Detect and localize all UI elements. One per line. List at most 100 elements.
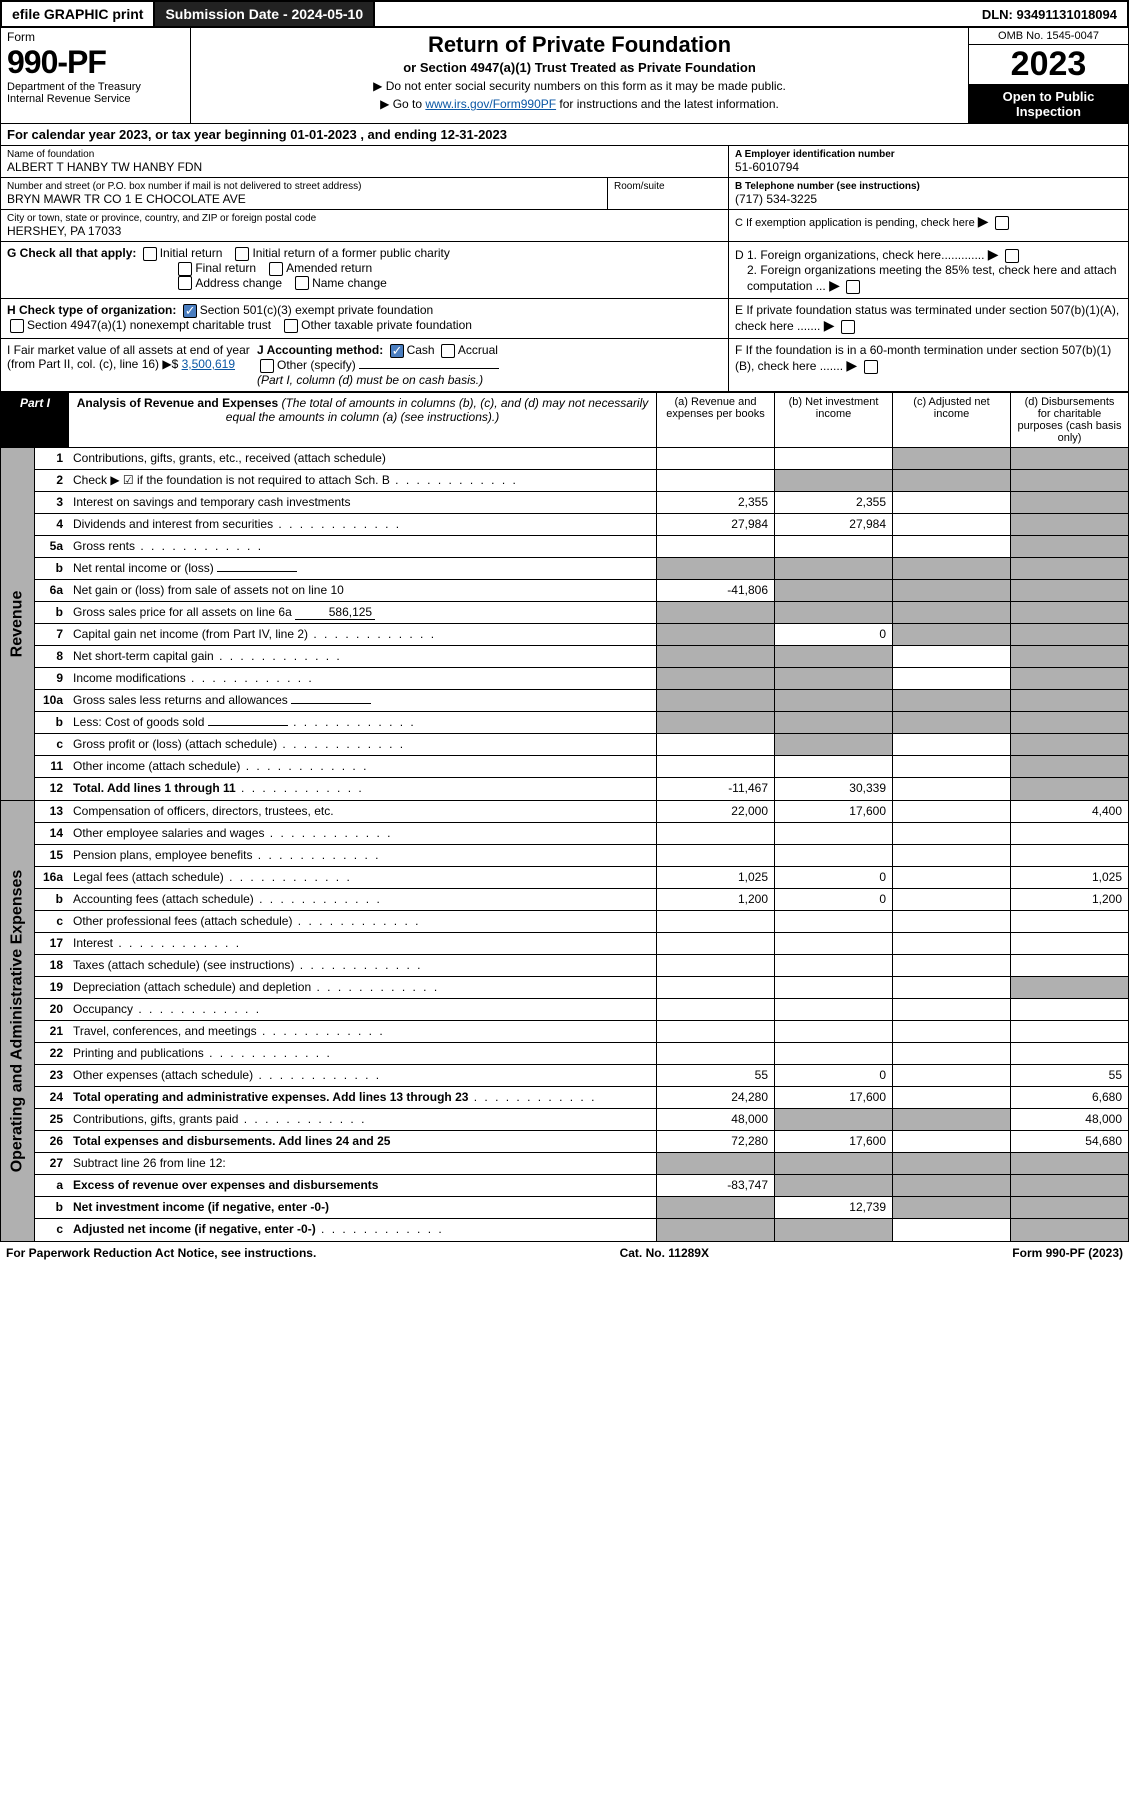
cell-gray [774,712,892,733]
line-desc: Net rental income or (loss) [69,558,656,579]
cell [774,933,892,954]
line-desc: Accounting fees (attach schedule) [69,889,656,910]
table-row: 11Other income (attach schedule) [35,756,1128,778]
table-row: 19Depreciation (attach schedule) and dep… [35,977,1128,999]
line-desc: Interest on savings and temporary cash i… [69,492,656,513]
f-checkbox[interactable] [864,360,878,374]
instr-link[interactable]: www.irs.gov/Form990PF [425,97,556,111]
cell [656,977,774,998]
g-address-checkbox[interactable] [178,276,192,290]
cell-gray [1010,536,1128,557]
g-former-checkbox[interactable] [235,247,249,261]
cell-gray [1010,448,1128,469]
cell-gray [656,646,774,667]
cell [892,1219,1010,1241]
j-accrual-checkbox[interactable] [441,344,455,358]
cell [656,823,774,844]
cell: 72,280 [656,1131,774,1152]
g-opt-3: Amended return [286,261,372,275]
calendar-year: For calendar year 2023, or tax year begi… [0,124,1129,146]
h-4947-checkbox[interactable] [10,319,24,333]
table-row: cGross profit or (loss) (attach schedule… [35,734,1128,756]
cell [1010,1043,1128,1064]
cell: 27,984 [656,514,774,535]
j-cash-checkbox[interactable] [390,344,404,358]
cell [774,536,892,557]
table-row: 5aGross rents [35,536,1128,558]
cell [656,536,774,557]
line-desc: Check ▶ ☑ if the foundation is not requi… [69,470,656,491]
cell-gray [1010,668,1128,689]
city-lbl: City or town, state or province, country… [7,213,722,224]
g-final-checkbox[interactable] [178,262,192,276]
j-other-checkbox[interactable] [260,359,274,373]
cell [1010,823,1128,844]
cell-gray [774,690,892,711]
line-no: c [35,911,69,932]
e-checkbox[interactable] [841,320,855,334]
h-501-checkbox[interactable] [183,304,197,318]
cell: 1,025 [1010,867,1128,888]
table-row: 17Interest [35,933,1128,955]
line-desc: Gross profit or (loss) (attach schedule) [69,734,656,755]
line-no: 20 [35,999,69,1020]
cell [892,756,1010,777]
cell-gray [774,1219,892,1241]
submission-btn[interactable]: Submission Date - 2024-05-10 [155,2,375,26]
cell: 55 [656,1065,774,1086]
cell-gray [1010,756,1128,777]
line-desc: Interest [69,933,656,954]
cell [774,756,892,777]
line-no: c [35,734,69,755]
ein: 51-6010794 [735,160,1122,174]
pra-notice: For Paperwork Reduction Act Notice, see … [6,1246,316,1260]
cell: -11,467 [656,778,774,800]
col-a-hdr: (a) Revenue and expenses per books [656,393,774,447]
line-desc: Capital gain net income (from Part IV, l… [69,624,656,645]
table-row: bGross sales price for all assets on lin… [35,602,1128,624]
g-amended-checkbox[interactable] [269,262,283,276]
d1-checkbox[interactable] [1005,249,1019,263]
cell-gray [892,624,1010,645]
irs: Internal Revenue Service [7,93,184,105]
table-row: 15Pension plans, employee benefits [35,845,1128,867]
c-checkbox[interactable] [995,216,1009,230]
fmv-value[interactable]: 3,500,619 [182,357,235,371]
g-name-checkbox[interactable] [295,276,309,290]
line-desc: Gross sales less returns and allowances [69,690,656,711]
line-no: 16a [35,867,69,888]
h-other-checkbox[interactable] [284,319,298,333]
cell [656,756,774,777]
efile-btn[interactable]: efile GRAPHIC print [2,2,155,26]
cell [656,955,774,976]
cell [774,448,892,469]
cell-gray [892,1197,1010,1218]
table-row: aExcess of revenue over expenses and dis… [35,1175,1128,1197]
cell [892,977,1010,998]
cell [892,1021,1010,1042]
d2-checkbox[interactable] [846,280,860,294]
cell [1010,955,1128,976]
cell-gray [774,602,892,623]
d2-text: 2. Foreign organizations meeting the 85%… [735,263,1122,294]
line-desc: Taxes (attach schedule) (see instruction… [69,955,656,976]
g-initial-checkbox[interactable] [143,247,157,261]
cell [656,1021,774,1042]
cell: -41,806 [656,580,774,601]
cell-gray [1010,977,1128,998]
line-desc: Income modifications [69,668,656,689]
cell-gray [892,1153,1010,1174]
cell [774,999,892,1020]
cell-gray [774,668,892,689]
cell-gray [774,734,892,755]
line-desc: Excess of revenue over expenses and disb… [69,1175,656,1196]
foundation-name: ALBERT T HANBY TW HANBY FDN [7,160,722,174]
table-row: 27Subtract line 26 from line 12: [35,1153,1128,1175]
line-no: 11 [35,756,69,777]
table-row: 1Contributions, gifts, grants, etc., rec… [35,448,1128,470]
line-no: 21 [35,1021,69,1042]
cell: 30,339 [774,778,892,800]
part1-tab: Part I [1,393,69,447]
cell [1010,1021,1128,1042]
cell [656,933,774,954]
